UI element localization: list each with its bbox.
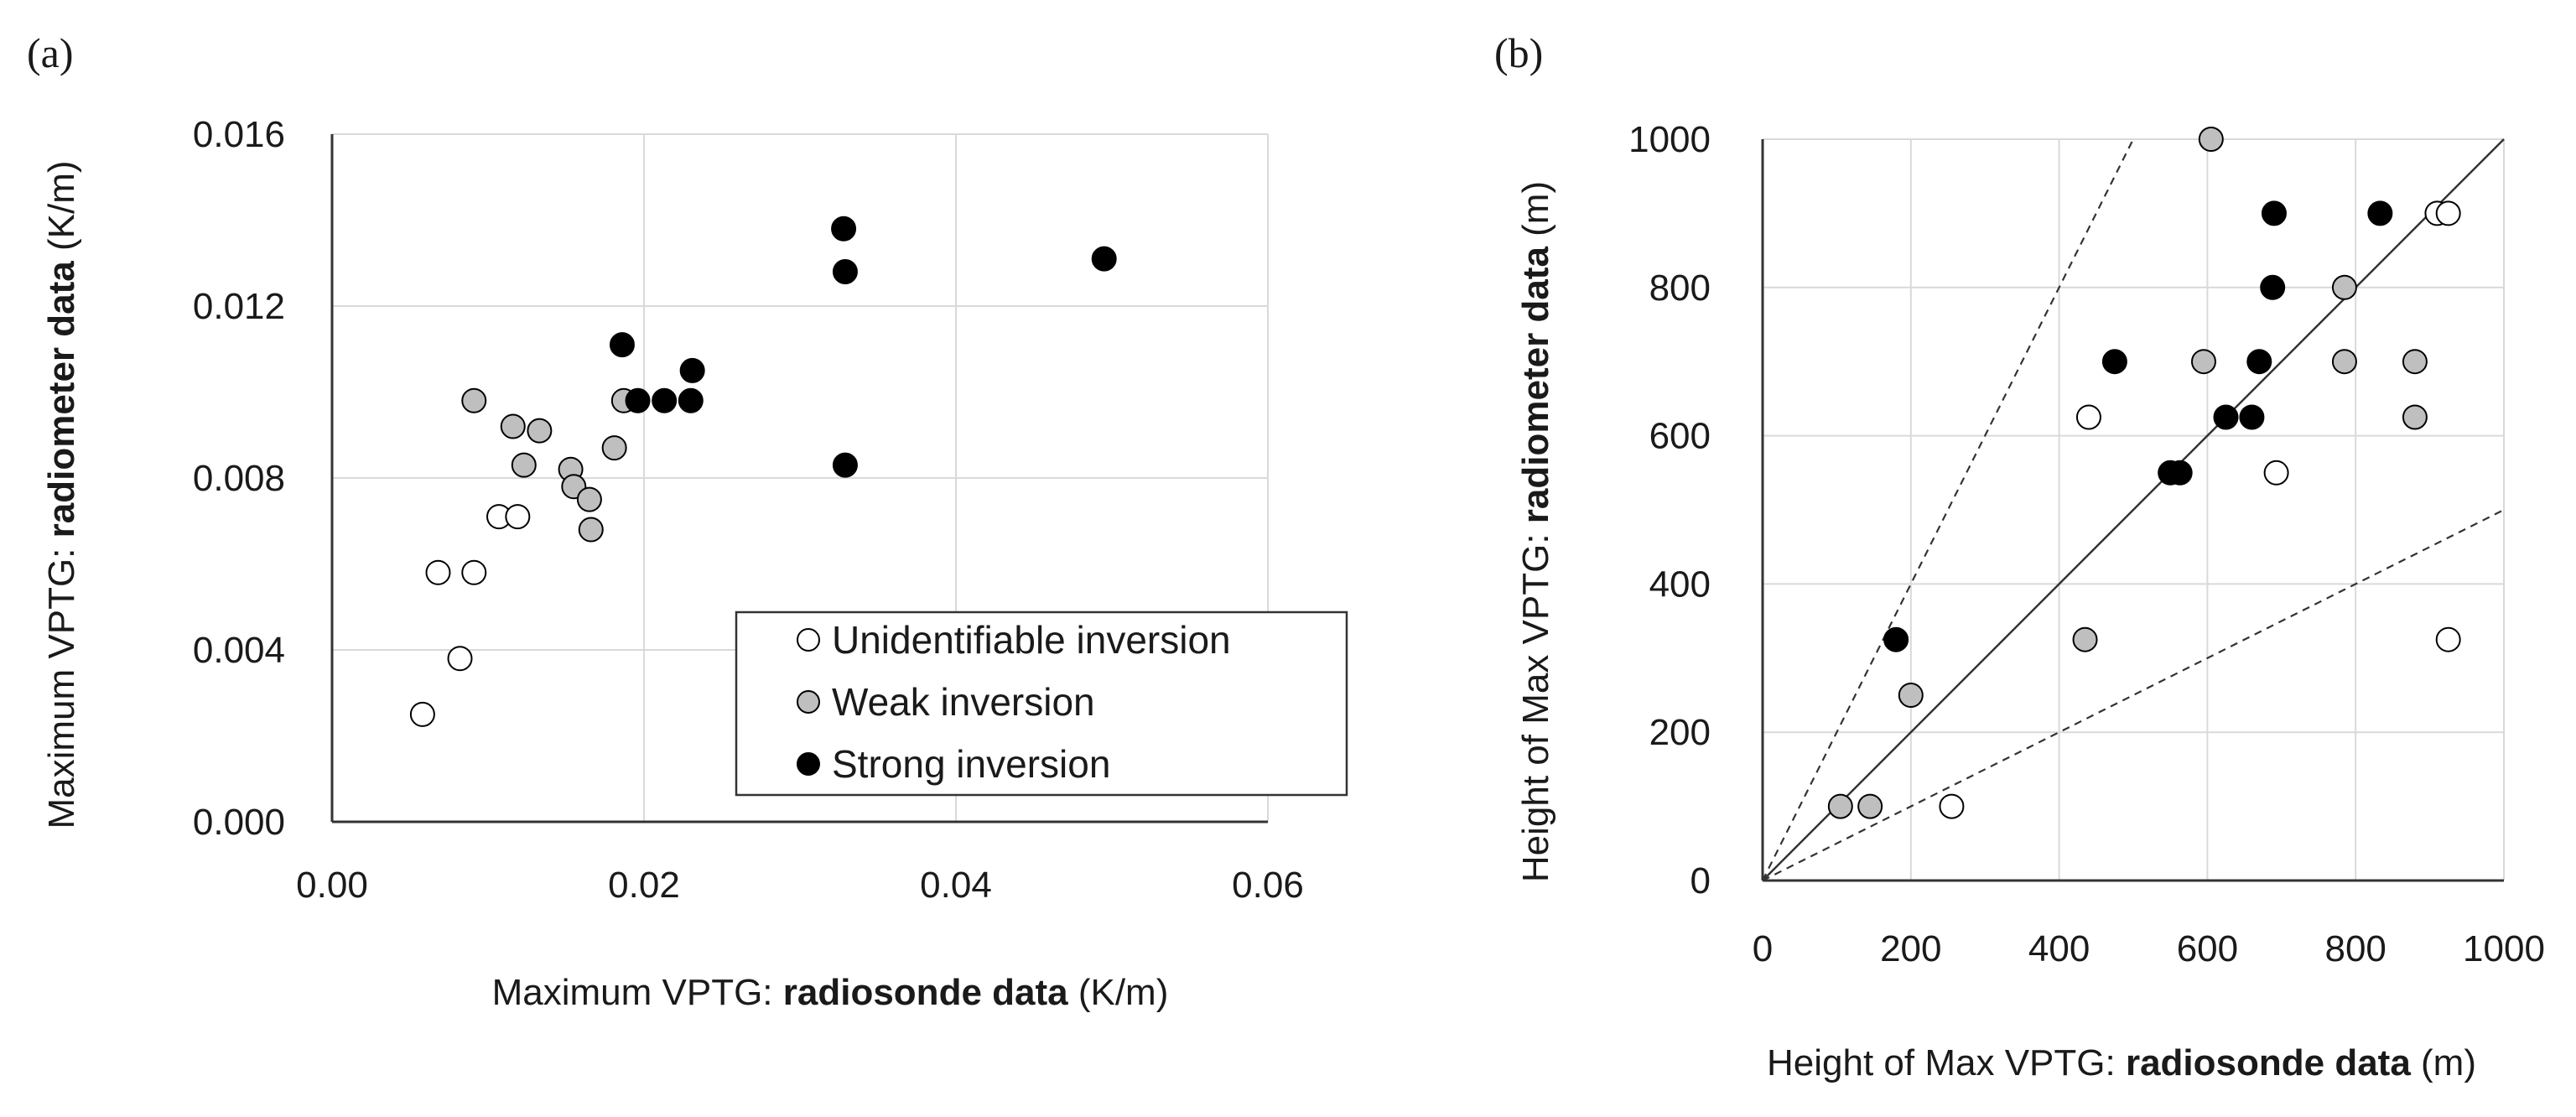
point-unidentifiable (425, 559, 451, 585)
legend-marker-strong (797, 752, 820, 776)
point-strong (2167, 460, 2193, 486)
legend-label-weak: Weak inversion (832, 680, 1095, 724)
panel-b-y-axis-label: Height of Max VPTG: radiometer data (m) (1515, 181, 1556, 882)
y-tick-label: 200 (1649, 712, 1711, 753)
point-unidentifiable (2435, 200, 2461, 226)
point-weak (2072, 626, 2098, 652)
legend-label-unidentifiable: Unidentifiable inversion (832, 618, 1231, 662)
x-tick-label: 400 (2028, 928, 2090, 969)
y-tick-label: 0.012 (193, 286, 285, 327)
legend-marker-weak (797, 690, 820, 714)
point-unidentifiable (461, 559, 487, 585)
panel-a-y-tick-labels: 0.000 0.004 0.008 0.012 0.016 (193, 114, 285, 843)
x-tick-label: 0.04 (920, 865, 992, 906)
point-unidentifiable (2263, 460, 2289, 486)
point-unidentifiable (409, 701, 435, 727)
point-strong (609, 332, 635, 358)
point-strong (678, 387, 704, 413)
point-weak (500, 413, 526, 439)
reference-line-1to1 (1762, 138, 2505, 881)
legend: Unidentifiable inversion Weak inversion … (735, 610, 1348, 797)
x-tick-label: 600 (2177, 928, 2238, 969)
y-tick-label: 0.016 (193, 114, 285, 155)
panel-a-x-axis-label: Maximum VPTG: radiosonde data (K/m) (492, 972, 1169, 1013)
y-tick-label: 1000 (1628, 119, 1711, 160)
point-unidentifiable (1939, 793, 1965, 819)
point-weak (1827, 793, 1853, 819)
point-strong (1091, 246, 1117, 272)
panel-b-reference-lines (1762, 138, 2505, 881)
point-strong (625, 387, 651, 413)
point-unidentifiable (2435, 626, 2461, 652)
panel-a: (a) 0.00 0.02 0.04 0.06 0.000 0.004 0.008 0.01… (27, 29, 1348, 1013)
y-tick-label: 400 (1649, 564, 1711, 605)
point-strong (1883, 626, 1909, 652)
point-weak (2190, 349, 2216, 375)
point-weak (2331, 349, 2357, 375)
panel-a-x-tick-labels: 0.00 0.02 0.04 0.06 (296, 865, 1304, 906)
legend-box (735, 610, 1348, 797)
y-tick-label: 0 (1690, 860, 1711, 901)
point-weak (576, 486, 602, 512)
panel-b: (b) 0 200 400 600 800 1000 02004006008001000 … (1494, 29, 2545, 1083)
x-tick-label: 0.06 (1232, 865, 1304, 906)
point-weak (601, 435, 627, 461)
panel-a-axes (330, 134, 1268, 823)
point-strong (2101, 349, 2127, 375)
point-weak (2402, 349, 2428, 375)
point-strong (2246, 349, 2272, 375)
point-unidentifiable (447, 646, 473, 672)
panel-b-y-tick-labels: 0 200 400 600 800 1000 (1628, 119, 1711, 901)
reference-line-2to1 (1762, 138, 2134, 881)
y-tick-label: 0.000 (193, 802, 285, 843)
y-tick-label: 0.004 (193, 630, 285, 671)
panel-a-label: (a) (27, 29, 74, 76)
panel-b-axes (1761, 139, 2504, 882)
x-tick-label: 200 (1880, 928, 1941, 969)
point-strong (679, 357, 705, 383)
legend-marker-unidentifiable (797, 628, 820, 652)
point-strong (2213, 404, 2239, 430)
point-strong (2367, 200, 2393, 226)
point-weak (527, 418, 553, 444)
panel-b-grid (1763, 138, 2505, 881)
point-strong (652, 387, 678, 413)
point-weak (2331, 274, 2357, 300)
point-strong (2260, 274, 2286, 300)
x-tick-label: 800 (2324, 928, 2386, 969)
panel-b-x-tick-labels: 0 200 400 600 800 1000 (1753, 928, 2545, 969)
point-strong (832, 452, 858, 478)
x-tick-label: 0.00 (296, 865, 368, 906)
point-weak (1898, 683, 1924, 708)
point-unidentifiable (2075, 404, 2101, 430)
panel-b-x-axis-label: Height of Max VPTG: radiosonde data (m) (1767, 1042, 2476, 1083)
panel-b-points (1827, 127, 2461, 819)
reference-line-1to2 (1762, 509, 2505, 881)
x-tick-label: 0.02 (608, 865, 680, 906)
point-weak (511, 452, 537, 478)
point-weak (2198, 127, 2224, 152)
y-tick-label: 600 (1649, 416, 1711, 457)
panel-a-grid (332, 133, 1269, 822)
point-strong (2261, 200, 2287, 226)
point-unidentifiable (505, 504, 531, 530)
point-weak (578, 517, 604, 543)
panel-b-label: (b) (1494, 29, 1543, 76)
point-weak (461, 387, 487, 413)
y-tick-label: 800 (1649, 268, 1711, 309)
point-weak (1857, 793, 1883, 819)
point-strong (2239, 404, 2265, 430)
point-strong (832, 259, 858, 284)
panel-a-points (409, 216, 1117, 727)
x-tick-label: 0 (1753, 928, 1773, 969)
y-tick-label: 0.008 (193, 458, 285, 499)
point-strong (831, 216, 857, 242)
panel-a-y-axis-label: Maximum VPTG: radiometer data (K/m) (41, 160, 82, 829)
x-tick-label: 1000 (2463, 928, 2545, 969)
point-weak (2402, 404, 2428, 430)
legend-label-strong: Strong inversion (832, 742, 1110, 786)
